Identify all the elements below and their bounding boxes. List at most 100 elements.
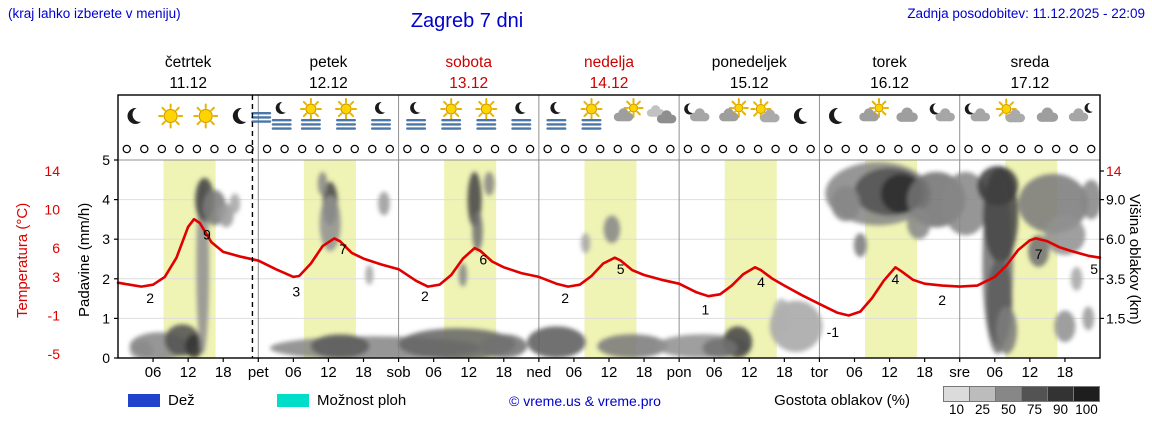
fog-icon xyxy=(251,112,272,123)
density-swatch-90 xyxy=(1047,386,1074,402)
precip-type-marker xyxy=(332,144,342,154)
day-name: torek xyxy=(872,54,907,71)
day-name: nedelja xyxy=(583,54,634,71)
hour-label: 06 xyxy=(986,364,1003,381)
precip-type-marker xyxy=(455,144,465,154)
day-name: sreda xyxy=(1010,54,1050,71)
precip-type-marker xyxy=(999,144,1008,154)
day-date: 15.12 xyxy=(729,75,769,92)
cloud-density-label: Gostota oblakov (%) xyxy=(774,392,910,409)
precip-type-marker xyxy=(736,144,745,154)
temp-tick: 3 xyxy=(52,269,60,285)
sun-fog-icon xyxy=(335,98,357,130)
temperature-value-label: 2 xyxy=(146,290,154,306)
density-value: 75 xyxy=(1026,402,1043,417)
hour-label: 12 xyxy=(1022,364,1039,381)
sun-cloud-icon xyxy=(750,98,780,123)
precip-type-marker xyxy=(876,144,886,154)
temp-tick: 6 xyxy=(52,240,60,256)
precip-type-marker xyxy=(666,144,675,154)
day-abbrev-label: pet xyxy=(248,364,270,381)
day-name: ponedeljek xyxy=(711,54,787,71)
precip-tick: 4 xyxy=(102,192,110,208)
precip-tick: 3 xyxy=(102,231,110,247)
density-swatch-50 xyxy=(995,386,1022,402)
precip-tick: 2 xyxy=(102,271,110,287)
temperature-value-label: 9 xyxy=(203,227,211,243)
precip-tick: 5 xyxy=(102,152,110,168)
hour-label: 12 xyxy=(601,364,618,381)
day-date: 14.12 xyxy=(589,75,629,92)
density-value: 25 xyxy=(974,402,991,417)
precip-type-marker xyxy=(911,144,921,154)
cloud-sun-icon xyxy=(613,98,644,122)
moon-fog-icon xyxy=(546,101,567,130)
cloud-density-scale: 10 25 50 75 90 100 xyxy=(943,386,1100,417)
temp-tick: -1 xyxy=(48,307,61,323)
precip-type-marker xyxy=(262,144,272,154)
precip-type-marker xyxy=(1051,144,1061,154)
precip-type-marker xyxy=(613,144,622,154)
hour-label: 18 xyxy=(636,364,653,381)
precip-type-marker xyxy=(1016,144,1026,154)
sun-cloud-icon xyxy=(995,98,1025,123)
temp-tick: 10 xyxy=(44,202,60,218)
precip-type-marker xyxy=(1069,144,1078,154)
moon-icon xyxy=(127,107,148,124)
precip-type-marker xyxy=(297,144,307,154)
hour-label: 12 xyxy=(180,364,197,381)
day-header-petek: petek 12.12 xyxy=(258,52,398,94)
day-header-četrtek: četrtek 11.12 xyxy=(118,52,258,94)
precip-type-marker xyxy=(946,144,956,154)
density-swatch-10 xyxy=(943,386,970,402)
cloud-height-tick: 6.0 xyxy=(1106,231,1126,247)
precip-type-marker xyxy=(403,144,412,154)
last-updated: Zadnja posodobitev: 11.12.2025 - 22:09 xyxy=(907,6,1145,21)
temperature-value-label: 5 xyxy=(617,261,625,277)
precip-type-marker xyxy=(350,144,359,154)
hour-label: 06 xyxy=(566,364,583,381)
cloud-moon-icon xyxy=(1068,102,1097,122)
precip-type-marker xyxy=(841,144,850,154)
moon-cloud-icon xyxy=(684,102,710,122)
precip-type-marker xyxy=(981,144,991,154)
precip-type-marker xyxy=(806,144,815,154)
temperature-value-label: 5 xyxy=(1090,261,1098,277)
temperature-value-label: 7 xyxy=(339,241,347,257)
daylight-band xyxy=(724,160,777,358)
precip-type-marker xyxy=(192,144,202,154)
hour-label: 12 xyxy=(320,364,337,381)
hour-label: 18 xyxy=(776,364,793,381)
temperature-value-label: 7 xyxy=(1035,246,1043,262)
day-header-nedelja: nedelja 14.12 xyxy=(539,52,679,94)
precip-type-marker xyxy=(560,144,570,154)
density-swatch-25 xyxy=(969,386,996,402)
precip-tick: 1 xyxy=(102,310,110,326)
precip-type-marker xyxy=(964,144,973,154)
hour-label: 18 xyxy=(916,364,933,381)
day-date: 16.12 xyxy=(870,75,909,92)
day-abbrev-label: ned xyxy=(526,364,551,381)
precip-type-marker xyxy=(525,144,535,154)
precip-type-marker xyxy=(490,144,500,154)
day-name: četrtek xyxy=(164,54,212,71)
copyright-link[interactable]: © vreme.us & vreme.pro xyxy=(509,393,661,409)
location-hint: (kraj lahko izberete v meniju) xyxy=(8,6,181,21)
precip-type-marker xyxy=(438,144,447,154)
moon-icon xyxy=(793,107,814,124)
precip-type-marker xyxy=(473,144,482,154)
temperature-value-label: 4 xyxy=(757,274,765,290)
precip-type-marker xyxy=(543,144,552,154)
precip-type-marker xyxy=(648,144,658,154)
moon-fog-icon xyxy=(511,101,532,130)
precip-type-marker xyxy=(140,144,149,154)
hour-label: 06 xyxy=(706,364,723,381)
hour-label: 06 xyxy=(285,364,302,381)
hour-label: 12 xyxy=(460,364,477,381)
hour-label: 18 xyxy=(495,364,512,381)
density-value: 10 xyxy=(948,402,965,417)
rain-legend-label: Dež xyxy=(168,392,195,409)
precip-type-marker xyxy=(315,144,324,154)
